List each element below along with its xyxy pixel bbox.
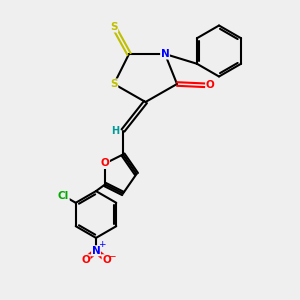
Text: Cl: Cl (58, 191, 69, 201)
Text: O: O (100, 158, 109, 169)
Text: +: + (98, 240, 105, 249)
Text: S: S (110, 22, 118, 32)
Text: O: O (81, 255, 90, 265)
Text: −: − (108, 252, 117, 262)
Text: N: N (92, 246, 100, 256)
Text: N: N (160, 49, 169, 59)
Text: O: O (206, 80, 214, 91)
Text: H: H (111, 125, 120, 136)
Text: S: S (110, 79, 118, 89)
Text: O: O (102, 255, 111, 265)
